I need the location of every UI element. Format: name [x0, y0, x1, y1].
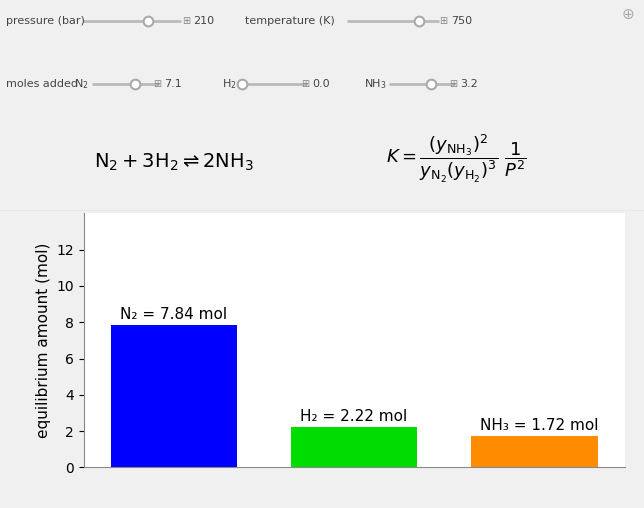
Bar: [291, 427, 417, 467]
Text: ⊞: ⊞: [182, 16, 190, 26]
Text: N₂ = 7.84 mol: N₂ = 7.84 mol: [120, 307, 227, 323]
Text: $\mathrm{N_2 + 3H_2 \rightleftharpoons 2NH_3}$: $\mathrm{N_2 + 3H_2 \rightleftharpoons 2…: [94, 151, 254, 173]
Bar: [471, 436, 598, 467]
Text: H$_2$: H$_2$: [222, 77, 237, 91]
Text: 210: 210: [193, 16, 214, 26]
Text: ⊞: ⊞: [301, 79, 309, 89]
Text: 750: 750: [451, 16, 472, 26]
Text: ⊞: ⊞: [449, 79, 457, 89]
Text: NH₃ = 1.72 mol: NH₃ = 1.72 mol: [480, 419, 599, 433]
Y-axis label: equilibrium amount (mol): equilibrium amount (mol): [36, 243, 51, 438]
Text: pressure (bar): pressure (bar): [6, 16, 85, 26]
Text: moles added: moles added: [6, 79, 79, 89]
Text: ⊕: ⊕: [621, 7, 634, 21]
Text: 3.2: 3.2: [460, 79, 478, 89]
Text: ⊞: ⊞: [153, 79, 161, 89]
Text: H₂ = 2.22 mol: H₂ = 2.22 mol: [300, 409, 408, 424]
Text: $K = \dfrac{(y_{\mathrm{NH_3}})^2}{y_{\mathrm{N_2}}(y_{\mathrm{H_2}})^3}\ \dfrac: $K = \dfrac{(y_{\mathrm{NH_3}})^2}{y_{\m…: [386, 133, 527, 185]
Text: temperature (K): temperature (K): [245, 16, 334, 26]
Text: N$_2$: N$_2$: [74, 77, 89, 91]
Bar: [111, 325, 237, 467]
Text: 0.0: 0.0: [312, 79, 330, 89]
Text: NH$_3$: NH$_3$: [364, 77, 386, 91]
Text: ⊞: ⊞: [439, 16, 448, 26]
Text: 7.1: 7.1: [164, 79, 182, 89]
